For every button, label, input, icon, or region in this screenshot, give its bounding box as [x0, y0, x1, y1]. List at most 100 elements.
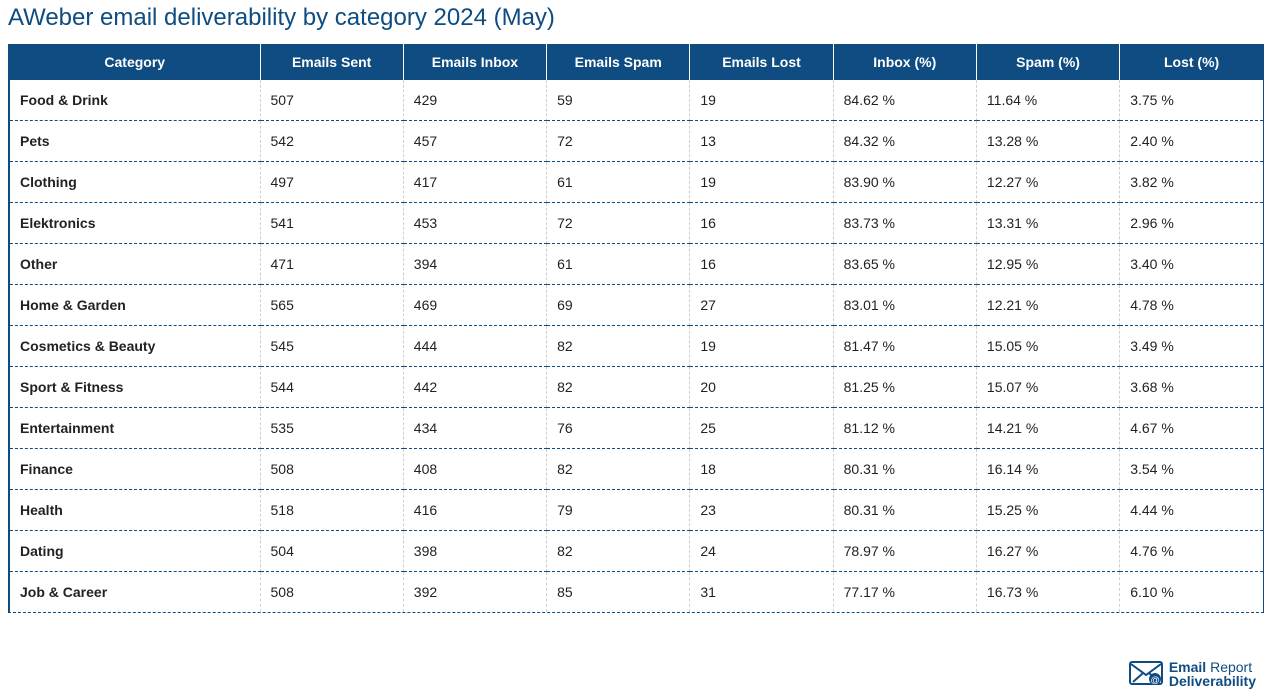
- cell-value: 79: [547, 490, 690, 531]
- table-row: Food & Drink507429591984.62 %11.64 %3.75…: [10, 80, 1263, 121]
- cell-value: 2.40 %: [1120, 121, 1263, 162]
- deliverability-table: Category Emails Sent Emails Inbox Emails…: [10, 44, 1263, 612]
- logo-line1a: Email: [1169, 659, 1206, 675]
- cell-value: 82: [547, 326, 690, 367]
- cell-value: 394: [403, 244, 546, 285]
- col-header: Emails Inbox: [403, 44, 546, 80]
- table-row: Dating504398822478.97 %16.27 %4.76 %: [10, 531, 1263, 572]
- cell-category: Pets: [10, 121, 260, 162]
- cell-value: 72: [547, 121, 690, 162]
- cell-value: 61: [547, 244, 690, 285]
- cell-category: Elektronics: [10, 203, 260, 244]
- cell-value: 504: [260, 531, 403, 572]
- cell-value: 542: [260, 121, 403, 162]
- cell-value: 16: [690, 244, 833, 285]
- cell-value: 81.47 %: [833, 326, 976, 367]
- footer-logo: @ Email Report Deliverability: [1129, 660, 1256, 689]
- cell-value: 76: [547, 408, 690, 449]
- col-header: Emails Lost: [690, 44, 833, 80]
- cell-value: 3.54 %: [1120, 449, 1263, 490]
- cell-value: 434: [403, 408, 546, 449]
- cell-value: 15.25 %: [976, 490, 1119, 531]
- table-row: Finance508408821880.31 %16.14 %3.54 %: [10, 449, 1263, 490]
- cell-value: 544: [260, 367, 403, 408]
- col-header: Spam (%): [976, 44, 1119, 80]
- cell-value: 508: [260, 449, 403, 490]
- cell-value: 417: [403, 162, 546, 203]
- col-header: Category: [10, 44, 260, 80]
- table-row: Cosmetics & Beauty545444821981.47 %15.05…: [10, 326, 1263, 367]
- cell-value: 23: [690, 490, 833, 531]
- cell-value: 69: [547, 285, 690, 326]
- cell-value: 3.49 %: [1120, 326, 1263, 367]
- deliverability-table-wrap: Category Emails Sent Emails Inbox Emails…: [8, 44, 1264, 613]
- cell-value: 4.67 %: [1120, 408, 1263, 449]
- cell-value: 16.14 %: [976, 449, 1119, 490]
- cell-category: Sport & Fitness: [10, 367, 260, 408]
- cell-value: 6.10 %: [1120, 572, 1263, 613]
- cell-value: 457: [403, 121, 546, 162]
- cell-value: 11.64 %: [976, 80, 1119, 121]
- cell-value: 13: [690, 121, 833, 162]
- cell-value: 3.82 %: [1120, 162, 1263, 203]
- cell-value: 15.07 %: [976, 367, 1119, 408]
- cell-value: 442: [403, 367, 546, 408]
- cell-value: 80.31 %: [833, 449, 976, 490]
- cell-value: 19: [690, 162, 833, 203]
- cell-value: 12.21 %: [976, 285, 1119, 326]
- cell-category: Finance: [10, 449, 260, 490]
- table-row: Health518416792380.31 %15.25 %4.44 %: [10, 490, 1263, 531]
- cell-category: Food & Drink: [10, 80, 260, 121]
- cell-value: 20: [690, 367, 833, 408]
- cell-value: 83.90 %: [833, 162, 976, 203]
- cell-value: 545: [260, 326, 403, 367]
- logo-line2: Deliverability: [1169, 674, 1256, 689]
- cell-category: Home & Garden: [10, 285, 260, 326]
- cell-value: 18: [690, 449, 833, 490]
- cell-value: 13.31 %: [976, 203, 1119, 244]
- table-header-row: Category Emails Sent Emails Inbox Emails…: [10, 44, 1263, 80]
- cell-value: 3.40 %: [1120, 244, 1263, 285]
- cell-value: 77.17 %: [833, 572, 976, 613]
- cell-value: 3.75 %: [1120, 80, 1263, 121]
- cell-value: 80.31 %: [833, 490, 976, 531]
- cell-value: 4.44 %: [1120, 490, 1263, 531]
- cell-value: 24: [690, 531, 833, 572]
- cell-category: Dating: [10, 531, 260, 572]
- page-title: AWeber email deliverability by category …: [8, 4, 1264, 32]
- cell-value: 15.05 %: [976, 326, 1119, 367]
- cell-value: 398: [403, 531, 546, 572]
- cell-value: 416: [403, 490, 546, 531]
- cell-category: Entertainment: [10, 408, 260, 449]
- cell-value: 12.27 %: [976, 162, 1119, 203]
- cell-category: Cosmetics & Beauty: [10, 326, 260, 367]
- cell-value: 541: [260, 203, 403, 244]
- envelope-icon: @: [1129, 661, 1163, 687]
- cell-value: 16.73 %: [976, 572, 1119, 613]
- cell-value: 72: [547, 203, 690, 244]
- cell-value: 83.65 %: [833, 244, 976, 285]
- cell-value: 61: [547, 162, 690, 203]
- cell-value: 444: [403, 326, 546, 367]
- cell-value: 13.28 %: [976, 121, 1119, 162]
- cell-value: 81.12 %: [833, 408, 976, 449]
- cell-value: 83.01 %: [833, 285, 976, 326]
- cell-value: 78.97 %: [833, 531, 976, 572]
- cell-value: 31: [690, 572, 833, 613]
- cell-category: Job & Career: [10, 572, 260, 613]
- cell-value: 2.96 %: [1120, 203, 1263, 244]
- footer-text: Email Report Deliverability: [1169, 660, 1256, 689]
- cell-value: 429: [403, 80, 546, 121]
- cell-value: 85: [547, 572, 690, 613]
- cell-value: 497: [260, 162, 403, 203]
- table-row: Elektronics541453721683.73 %13.31 %2.96 …: [10, 203, 1263, 244]
- cell-value: 507: [260, 80, 403, 121]
- svg-text:@: @: [1150, 675, 1159, 685]
- cell-value: 535: [260, 408, 403, 449]
- table-row: Home & Garden565469692783.01 %12.21 %4.7…: [10, 285, 1263, 326]
- col-header: Emails Spam: [547, 44, 690, 80]
- cell-value: 508: [260, 572, 403, 613]
- cell-value: 84.62 %: [833, 80, 976, 121]
- cell-value: 392: [403, 572, 546, 613]
- cell-value: 82: [547, 367, 690, 408]
